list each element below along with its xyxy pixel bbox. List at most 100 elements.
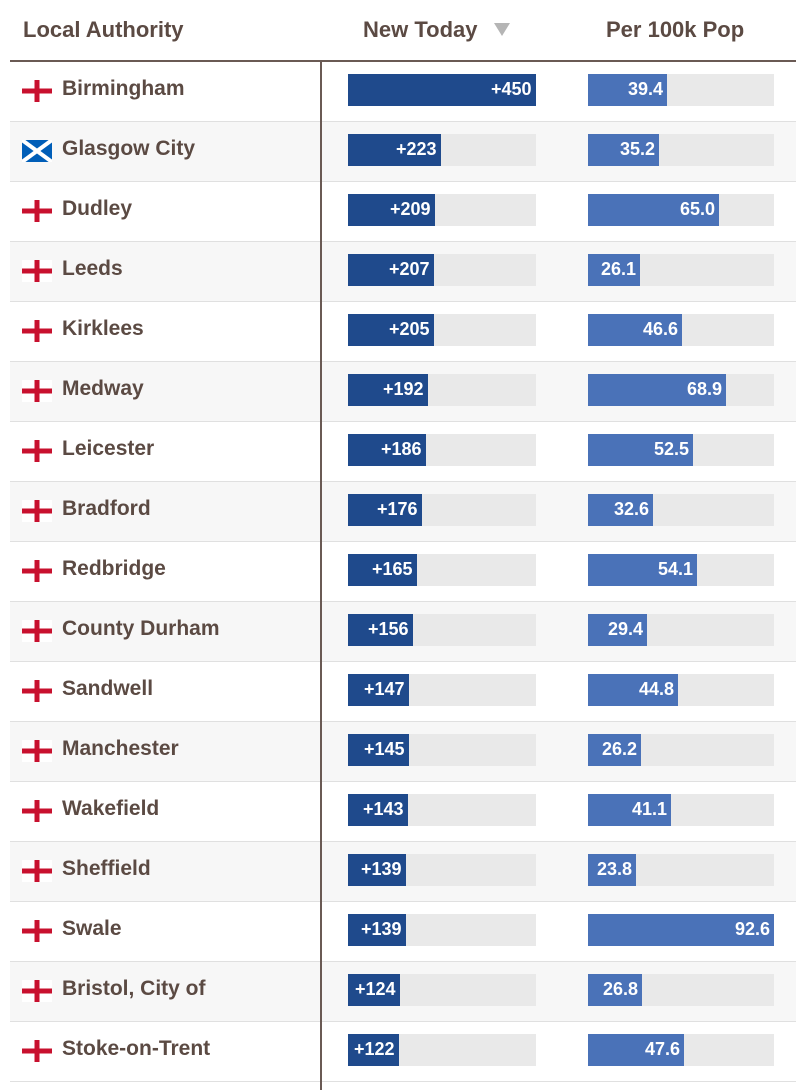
table-row: Stoke-on-Trent +122 47.6 bbox=[10, 1022, 796, 1082]
new-today-track: +147 bbox=[348, 674, 536, 706]
authority-name: Kirklees bbox=[62, 317, 144, 340]
new-today-track: +186 bbox=[348, 434, 536, 466]
england-flag-icon bbox=[22, 920, 52, 942]
table-row: County Durham +156 29.4 bbox=[10, 602, 796, 662]
sort-descending-icon[interactable] bbox=[493, 23, 510, 36]
per-100k-value: 35.2 bbox=[620, 139, 656, 159]
table-row: Dudley +209 65.0 bbox=[10, 182, 796, 242]
new-today-value: +223 bbox=[396, 139, 437, 159]
new-today-bar bbox=[348, 74, 536, 106]
new-today-track: +139 bbox=[348, 914, 536, 946]
header-divider bbox=[10, 60, 796, 62]
new-today-track: +145 bbox=[348, 734, 536, 766]
new-today-track: +192 bbox=[348, 374, 536, 406]
england-flag-icon bbox=[22, 980, 52, 1002]
new-today-value: +192 bbox=[383, 379, 424, 399]
england-flag-icon bbox=[22, 200, 52, 222]
england-flag-icon bbox=[22, 500, 52, 522]
per-100k-value: 46.6 bbox=[643, 319, 679, 339]
authority-name: Redbridge bbox=[62, 557, 166, 580]
per-100k-bar bbox=[588, 434, 693, 466]
new-today-value: +147 bbox=[364, 679, 405, 699]
column-header-new-today[interactable]: New Today bbox=[363, 17, 510, 43]
per-100k-bar bbox=[588, 974, 642, 1006]
per-100k-bar bbox=[588, 134, 659, 166]
per-100k-bar bbox=[588, 314, 682, 346]
new-today-track: +139 bbox=[348, 854, 536, 886]
new-today-bar bbox=[348, 254, 434, 286]
per-100k-track: 47.6 bbox=[588, 1034, 774, 1066]
new-today-value: +145 bbox=[364, 739, 405, 759]
authority-name: Glasgow City bbox=[62, 137, 196, 160]
per-100k-value: 65.0 bbox=[680, 199, 716, 219]
table-row: Sheffield +139 23.8 bbox=[10, 842, 796, 902]
per-100k-track: 26.2 bbox=[588, 734, 774, 766]
per-100k-track: 44.8 bbox=[588, 674, 774, 706]
authority-name: Sheffield bbox=[62, 857, 151, 880]
per-100k-value: 29.4 bbox=[608, 619, 644, 639]
column-header-local-authority[interactable]: Local Authority bbox=[23, 17, 184, 43]
per-100k-value: 68.9 bbox=[687, 379, 723, 399]
per-100k-track: 65.0 bbox=[588, 194, 774, 226]
new-today-bar bbox=[348, 1034, 399, 1066]
table-row: Birmingham +450 39.4 bbox=[10, 62, 796, 122]
new-today-track: +450 bbox=[348, 74, 536, 106]
table-row: Sandwell +147 44.8 bbox=[10, 662, 796, 722]
new-today-bar bbox=[348, 794, 408, 826]
column-header-per-100k[interactable]: Per 100k Pop bbox=[606, 17, 744, 43]
new-today-bar bbox=[348, 434, 426, 466]
table-row: Redbridge +165 54.1 bbox=[10, 542, 796, 602]
per-100k-track: 29.4 bbox=[588, 614, 774, 646]
per-100k-track: 46.6 bbox=[588, 314, 774, 346]
per-100k-track: 39.4 bbox=[588, 74, 774, 106]
authority-name: Sandwell bbox=[62, 677, 154, 700]
per-100k-bar bbox=[588, 374, 726, 406]
scotland-flag-icon bbox=[20, 138, 54, 164]
table-row: Medway +192 68.9 bbox=[10, 362, 796, 422]
column-header-per-100k-label: Per 100k Pop bbox=[606, 17, 745, 42]
england-flag-icon bbox=[22, 680, 52, 702]
per-100k-value: 39.4 bbox=[628, 79, 664, 99]
per-100k-track: 23.8 bbox=[588, 854, 774, 886]
new-today-value: +156 bbox=[368, 619, 409, 639]
new-today-bar bbox=[348, 914, 406, 946]
per-100k-value: 23.8 bbox=[597, 859, 633, 879]
new-today-bar bbox=[348, 854, 406, 886]
table-header: Local Authority New Today Per 100k Pop bbox=[0, 0, 796, 60]
per-100k-value: 41.1 bbox=[632, 799, 668, 819]
authority-name: Leicester bbox=[62, 437, 155, 460]
authority-name: Wakefield bbox=[62, 797, 160, 820]
england-flag-icon bbox=[22, 1040, 52, 1062]
new-today-track: +122 bbox=[348, 1034, 536, 1066]
new-today-bar bbox=[348, 674, 409, 706]
per-100k-value: 92.6 bbox=[735, 919, 771, 939]
authority-name: County Durham bbox=[62, 617, 220, 640]
per-100k-value: 44.8 bbox=[639, 679, 675, 699]
per-100k-track: 26.8 bbox=[588, 974, 774, 1006]
new-today-value: +209 bbox=[390, 199, 431, 219]
column-header-new-today-label: New Today bbox=[363, 17, 478, 42]
table-row: Swale +139 92.6 bbox=[10, 902, 796, 962]
england-flag-icon bbox=[22, 560, 52, 582]
new-today-track: +156 bbox=[348, 614, 536, 646]
new-today-track: +176 bbox=[348, 494, 536, 526]
per-100k-bar bbox=[588, 554, 697, 586]
per-100k-bar bbox=[588, 494, 653, 526]
england-flag-icon bbox=[22, 380, 52, 402]
new-today-value: +186 bbox=[381, 439, 422, 459]
per-100k-track: 68.9 bbox=[588, 374, 774, 406]
per-100k-track: 54.1 bbox=[588, 554, 774, 586]
new-today-value: +139 bbox=[361, 919, 402, 939]
new-today-value: +122 bbox=[354, 1039, 395, 1059]
table-row: Manchester +145 26.2 bbox=[10, 722, 796, 782]
england-flag-icon bbox=[22, 440, 52, 462]
new-today-value: +139 bbox=[361, 859, 402, 879]
per-100k-bar bbox=[588, 194, 719, 226]
per-100k-track: 32.6 bbox=[588, 494, 774, 526]
per-100k-track: 41.1 bbox=[588, 794, 774, 826]
new-today-track: +165 bbox=[348, 554, 536, 586]
new-today-bar bbox=[348, 314, 434, 346]
england-flag-icon bbox=[22, 740, 52, 762]
new-today-value: +205 bbox=[389, 319, 430, 339]
authority-name: Manchester bbox=[62, 737, 179, 760]
